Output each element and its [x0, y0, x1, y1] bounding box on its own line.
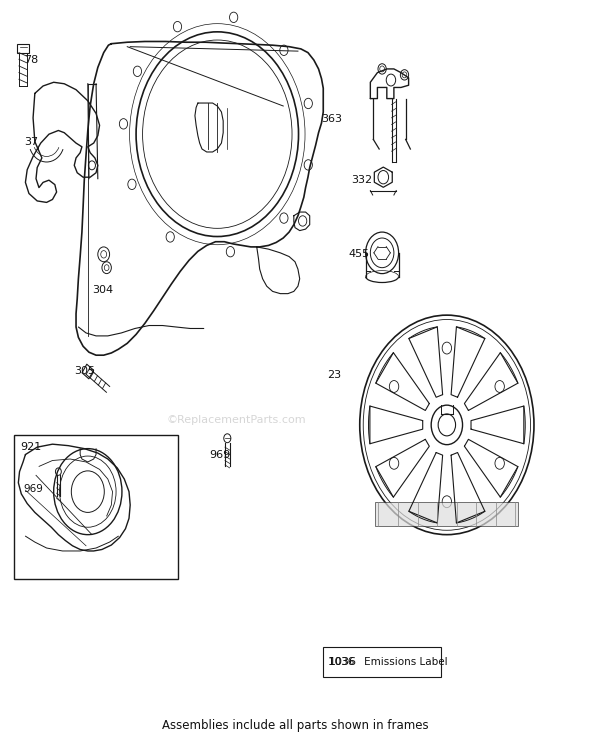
Text: 455: 455 [348, 250, 369, 259]
Text: 363: 363 [322, 114, 342, 124]
Text: 78: 78 [24, 55, 38, 65]
Text: 37: 37 [24, 137, 38, 146]
Text: ©ReplacementParts.com: ©ReplacementParts.com [166, 415, 306, 425]
Text: 332: 332 [351, 175, 372, 185]
Text: 969: 969 [23, 484, 43, 493]
Bar [375, 502, 518, 526]
Text: 1036   Emissions Label: 1036 Emissions Label [328, 658, 448, 667]
Text: 969: 969 [209, 450, 231, 460]
Bar [323, 647, 441, 677]
Text: 304: 304 [92, 285, 113, 295]
Text: 921: 921 [21, 442, 42, 452]
Text: 23: 23 [327, 370, 342, 380]
Bar [17, 44, 29, 53]
Bar [14, 435, 178, 579]
Text: 305: 305 [74, 366, 95, 377]
Text: 1036: 1036 [329, 658, 356, 667]
Text: Assemblies include all parts shown in frames: Assemblies include all parts shown in fr… [162, 719, 428, 733]
